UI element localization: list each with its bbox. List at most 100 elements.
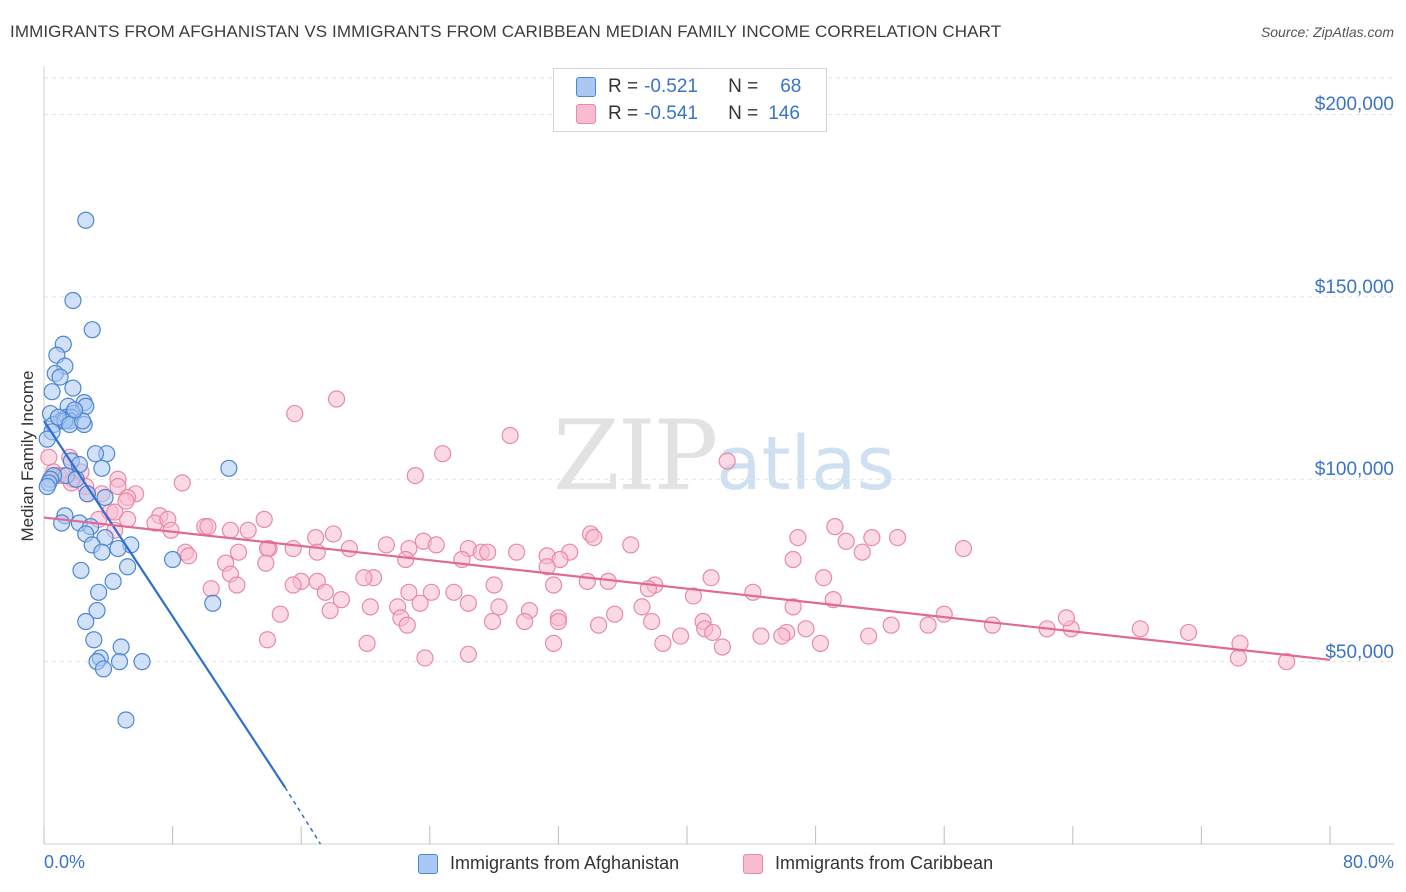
caribbean-point [229,543,248,561]
caribbean-point [406,466,424,485]
caribbean-point [935,605,953,623]
caribbean-point [544,634,563,652]
caribbean-point [271,605,289,623]
afghanistan-point [38,477,56,496]
stats-row-afghanistan: R = -0.521 N = 68 [576,76,801,98]
stats-row-caribbean: R = -0.541 N = 146 [576,103,800,125]
caribbean-point [544,576,563,594]
afghanistan-point [77,612,95,631]
caribbean-point [258,631,277,649]
caribbean-point [255,510,273,528]
caribbean-point [516,612,534,631]
caribbean-point [589,616,608,634]
afghanistan-point [93,543,111,561]
legend-caribbean-swatch [743,853,763,874]
r-value-afghanistan: -0.521 [644,76,698,97]
caribbean-point [422,583,441,601]
caribbean-point [490,598,508,616]
caribbean-point [340,539,359,558]
afghanistan-point [112,638,130,656]
chart-title: IMMIGRANTS FROM AFGHANISTAN VS IMMIGRANT… [10,22,1002,41]
caribbean-point [811,634,830,652]
caribbean-point [773,627,791,645]
afghanistan-swatch [576,77,596,97]
caribbean-point [549,612,568,631]
afghanistan-point [118,558,137,576]
n-label: N = [728,103,759,124]
caribbean-point [815,569,833,587]
x-tick-label-min: 0.0% [44,852,86,872]
r-label: R = [608,76,639,97]
caribbean-point [718,452,736,470]
caribbean-point [784,550,802,569]
caribbean-point [332,591,350,609]
caribbean-point [479,543,497,561]
caribbean-point [704,623,722,642]
caribbean-point [361,598,379,616]
legend-item-afghanistan[interactable]: Immigrants from Afghanistan [418,853,679,874]
caribbean-point [860,627,878,645]
afghanistan-point [109,539,127,558]
watermark-zip: ZIP [553,400,718,512]
x-tick-label-max: 80.0% [1342,852,1394,872]
caribbean-point [398,616,416,634]
caribbean-point [853,543,871,561]
afghanistan-point [85,631,103,649]
caribbean-point [327,390,346,408]
source-label[interactable]: Source: ZipAtlas.com [1260,24,1394,40]
caribbean-point [1229,649,1247,667]
y-tick-label: $100,000 [1314,459,1394,481]
caribbean-swatch [576,104,596,124]
afghanistan-point [64,291,82,310]
afghanistan-point [53,514,71,532]
y-tick-label: $50,000 [1325,641,1394,663]
n-value-afghanistan: 68 [780,76,802,97]
caribbean-point [355,569,373,587]
caribbean-point [199,518,217,536]
caribbean-point [1277,653,1296,671]
caribbean-point [837,532,855,550]
caribbean-point [400,583,418,601]
caribbean-point [485,576,503,594]
caribbean-point [434,445,452,463]
caribbean-point [508,543,526,561]
caribbean-point [445,583,463,601]
caribbean-point [459,594,477,612]
caribbean-point [221,521,240,539]
caribbean-point [633,598,651,616]
caribbean-point [643,612,661,631]
caribbean-point [744,583,762,601]
caribbean-point [797,620,815,638]
caribbean-point [702,569,720,587]
afghanistan-point [94,660,113,678]
afghanistan-trend-extension [284,787,322,845]
afghanistan-point [77,211,95,229]
n-value-caribbean: 146 [768,103,800,124]
caribbean-point [919,616,937,634]
caribbean-point [654,634,672,652]
afghanistan-point [72,561,90,580]
n-label: N = [728,76,759,97]
caribbean-point [684,587,703,605]
caribbean-point [257,554,275,572]
caribbean-point [784,598,802,616]
caribbean-point [416,649,434,667]
caribbean-point [239,521,257,539]
legend-item-caribbean[interactable]: Immigrants from Caribbean [743,853,993,874]
caribbean-point [585,528,603,547]
afghanistan-point [90,583,108,601]
afghanistan-point [133,653,151,671]
caribbean-point [501,426,519,445]
caribbean-point [671,627,690,645]
caribbean-point [826,518,844,536]
caribbean-point [202,580,220,598]
caribbean-point [106,503,124,521]
caribbean-point [284,539,302,558]
stats-box: R = -0.521 N = 68 R = -0.541 N = 146 [553,68,827,132]
caribbean-point [117,492,135,510]
afghanistan-point [64,379,82,397]
caribbean-point [538,558,556,576]
caribbean-point [483,612,502,631]
afghanistan-point [164,550,182,569]
